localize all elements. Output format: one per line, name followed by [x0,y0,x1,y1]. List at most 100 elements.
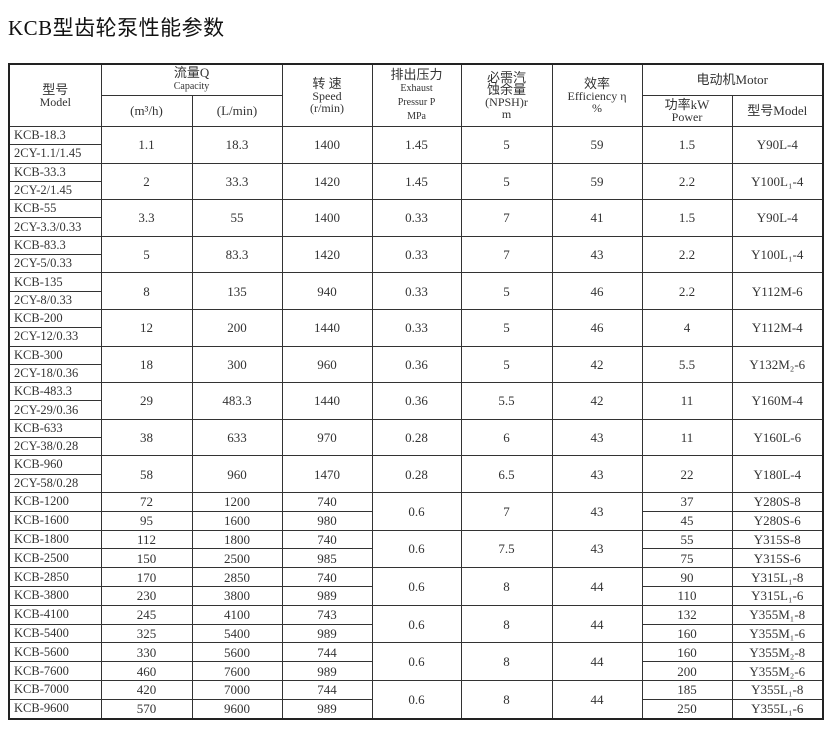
table-row: KCB-1200 72 1200 740 0.6 7 43 37 Y280S-8 [8,491,824,531]
motor-model-cell: Y132M₂-6 [731,345,824,384]
speed-cell: 744 [281,642,373,663]
capacity-lmin-cell: 9600 [191,698,283,720]
power-cell: 22 [641,455,733,493]
capacity-m3h-cell: 1.1 [100,126,193,164]
power-cell: 200 [641,661,733,681]
table-row: KCB-483.3 29 483.3 1440 0.36 5.5 42 11 Y160M-4 [8,382,824,420]
efficiency-cell: 59 [551,126,643,164]
header-motor: 电动机Motor [641,63,824,96]
motor-model-cell: Y355L₁-6 [731,698,824,720]
capacity-lmin-cell: 55 [191,199,283,237]
efficiency-cell: 43 [551,418,643,457]
pressure-cell: 0.28 [371,418,462,457]
npsh-cell: 5 [460,272,553,310]
header-label: Model [39,94,71,109]
efficiency-cell: 41 [551,199,643,237]
speed-cell: 970 [281,418,373,457]
table-row: 2CY-8/0.33 [8,290,823,310]
capacity-m3h-cell: 170 [100,567,193,587]
model-cell: KCB-7600 [8,661,102,681]
model-cell: 2CY-5/0.33 [8,254,102,274]
power-cell: 45 [641,510,733,531]
model-cell: KCB-83.3 [8,235,102,256]
capacity-lmin-cell: 300 [191,345,283,384]
speed-cell: 1440 [281,382,373,420]
speed-cell: 1420 [281,235,373,274]
model-cell: 2CY-8/0.33 [8,290,102,310]
speed-cell: 960 [281,345,373,384]
speed-cell: 1420 [281,162,373,201]
model-cell: 2CY-12/0.33 [8,327,102,347]
table-body: KCB-18.3 1.1 18.3 1400 1.45 5 59 1.5 Y90L-4 2CY-1… [8,125,824,720]
capacity-m3h-cell: 112 [100,529,193,550]
table-row: 2CY-29/0.36 [8,400,823,420]
table-row: KCB-135 8 135 940 0.33 5 46 2.2 Y112M-6 [8,272,824,310]
power-cell: 2.2 [641,235,733,274]
model-cell: KCB-300 [8,345,102,365]
npsh-cell: 6 [460,418,553,457]
motor-model-cell: Y160M-4 [731,382,824,420]
capacity-lmin-cell: 3800 [191,585,283,606]
npsh-cell: 7 [460,235,553,274]
power-cell: 5.5 [641,345,733,384]
table-row: KCB-633 38 633 970 0.28 6 43 11 Y160L-6 [8,418,824,457]
header-power: 功率kW Power [641,95,733,127]
model-cell: KCB-960 [8,455,102,475]
header-speed: 转 速 Speed (r/min) [281,63,373,127]
model-cell: KCB-3800 [8,585,102,606]
npsh-cell: 8 [460,679,553,720]
npsh-cell: 7 [460,491,553,531]
speed-cell: 744 [281,679,373,700]
capacity-lmin-cell: 200 [191,308,283,347]
npsh-cell: 5.5 [460,382,553,420]
header-efficiency: 效率 Efficiency η% [551,63,643,127]
speed-cell: 1440 [281,308,373,347]
speed-cell: 989 [281,585,373,606]
capacity-m3h-cell: 58 [100,455,193,493]
table-row: 2CY-58/0.28 [8,473,823,493]
capacity-m3h-cell: 18 [100,345,193,384]
npsh-cell: 7.5 [460,529,553,569]
power-cell: 160 [641,642,733,663]
header-pressure: 排出压力 Exhaust Pressur P MPa [371,63,462,127]
model-cell: KCB-1800 [8,529,102,550]
efficiency-cell: 44 [551,567,643,606]
motor-model-cell: Y355M₁-6 [731,623,824,644]
speed-cell: 740 [281,491,373,512]
model-cell: KCB-9600 [8,698,102,720]
capacity-m3h-cell: 3.3 [100,199,193,237]
pressure-cell: 0.6 [371,604,462,644]
speed-cell: 989 [281,698,373,720]
pressure-cell: 0.36 [371,382,462,420]
capacity-m3h-cell: 95 [100,510,193,531]
motor-model-cell: Y180L-4 [731,455,824,493]
header-label: (r/min) [310,100,345,115]
capacity-lmin-cell: 1200 [191,491,283,512]
model-cell: KCB-2500 [8,548,102,569]
speed-cell: 980 [281,510,373,531]
table-row: 2CY-3.3/0.33 [8,217,823,237]
motor-model-cell: Y280S-6 [731,510,824,531]
motor-model-cell: Y112M-4 [731,308,824,347]
header-label: 必需汽 [487,69,527,85]
table-row: KCB-9600 570 9600 989 250 Y355L₁-6 [8,698,824,720]
motor-model-cell: Y100L₁-4 [731,162,824,201]
header-capacity-lmin: (L/min) [191,95,283,127]
table-row: KCB-55 3.3 55 1400 0.33 7 41 1.5 Y90L-4 [8,199,824,237]
power-cell: 90 [641,567,733,587]
table-row: KCB-33.3 2 33.3 1420 1.45 5 59 2.2 Y100L₁-4 [8,162,824,201]
table-row: KCB-300 18 300 960 0.36 5 42 5.5 Y132M₂-6 [8,345,824,384]
table-row: KCB-2500 150 2500 985 75 Y315S-6 [8,548,824,569]
power-cell: 75 [641,548,733,569]
table-row: KCB-1600 95 1600 980 45 Y280S-6 [8,510,824,531]
table-row: KCB-2850 170 2850 740 0.6 8 44 90 Y315L₁-8 [8,567,824,606]
efficiency-cell: 43 [551,491,643,531]
model-cell: KCB-4100 [8,604,102,625]
capacity-lmin-cell: 2500 [191,548,283,569]
power-cell: 1.5 [641,126,733,164]
header-label: 型号 [42,81,69,97]
efficiency-cell: 46 [551,308,643,347]
model-cell: 2CY-1.1/1.45 [8,144,102,164]
efficiency-cell: 42 [551,382,643,420]
table-row: KCB-5400 325 5400 989 160 Y355M₁-6 [8,623,824,644]
